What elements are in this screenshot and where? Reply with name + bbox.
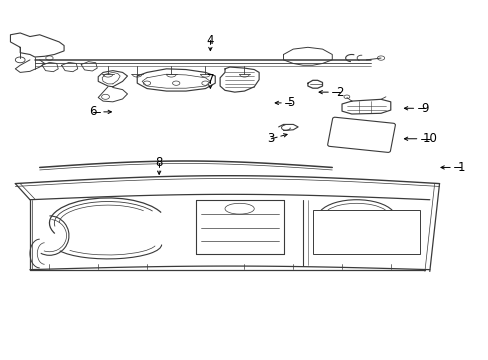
Text: 2: 2	[335, 86, 343, 99]
Text: 3: 3	[267, 132, 274, 145]
Text: 7: 7	[206, 73, 214, 86]
FancyBboxPatch shape	[327, 117, 395, 152]
Text: 4: 4	[206, 33, 214, 47]
Text: 5: 5	[286, 96, 294, 109]
Text: 9: 9	[420, 102, 428, 115]
Text: 10: 10	[422, 132, 436, 145]
Text: 1: 1	[457, 161, 464, 174]
Text: 8: 8	[155, 156, 163, 169]
Bar	[312, 211, 419, 253]
Text: 6: 6	[89, 105, 97, 118]
